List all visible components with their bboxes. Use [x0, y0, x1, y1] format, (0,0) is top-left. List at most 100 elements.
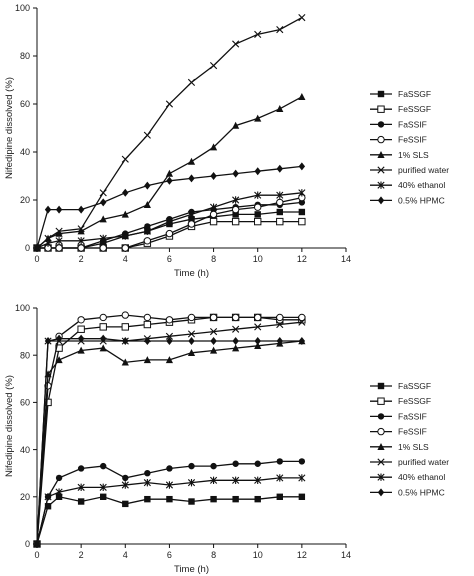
legend-marker — [377, 90, 385, 98]
x-tick-label: 12 — [297, 550, 307, 560]
chart-panel-2: 0 20 40 60 80 100 0 2 4 6 8 10 12 14 Time (h) Nifedipin… — [4, 303, 449, 575]
data-point — [187, 478, 196, 487]
legend-label: FaSSGF — [398, 381, 431, 391]
data-point — [143, 227, 151, 235]
legend-item: FaSSGF — [370, 381, 431, 391]
data-point — [209, 62, 218, 70]
legend-item: purified water — [370, 165, 449, 175]
data-point — [99, 244, 107, 252]
x-axis-title: Time (h) — [174, 268, 209, 279]
data-point — [232, 121, 240, 129]
legend-label: FeSSIF — [398, 135, 427, 145]
data-point — [166, 465, 173, 472]
y-tick-label: 0 — [25, 243, 30, 253]
series-line — [36, 314, 302, 545]
series-line — [36, 165, 302, 249]
data-point — [187, 349, 196, 357]
data-point — [254, 217, 262, 226]
legend-marker — [377, 397, 385, 405]
legend-marker — [377, 427, 385, 436]
legend-label: 1% SLS — [398, 150, 429, 160]
data-point — [122, 474, 129, 482]
series-0-5-hpmc — [33, 334, 306, 548]
data-point — [44, 337, 52, 346]
data-point — [187, 313, 196, 322]
data-point — [55, 229, 63, 237]
legend-marker — [377, 473, 385, 481]
series-fassgf — [33, 493, 306, 548]
data-point — [165, 229, 174, 238]
data-point — [232, 40, 240, 48]
x-tick-label: 6 — [167, 254, 172, 264]
series-fessif — [33, 311, 306, 548]
x-tick-label: 12 — [297, 254, 307, 264]
data-point — [209, 346, 218, 354]
legend-marker — [377, 458, 385, 466]
data-point — [276, 198, 284, 207]
legend-item: 0.5% HPMC — [370, 487, 445, 497]
data-point — [210, 495, 217, 503]
series-line — [36, 96, 303, 249]
y-axis-title: Nifedipine dissolved (%) — [4, 77, 15, 179]
data-point — [99, 234, 107, 243]
data-point — [188, 337, 195, 346]
data-point — [298, 189, 306, 197]
data-point — [298, 318, 306, 326]
data-point — [100, 198, 107, 207]
data-point — [77, 334, 85, 343]
legend-item: purified water — [370, 457, 449, 467]
x-tick-label: 4 — [123, 254, 128, 264]
data-point — [188, 462, 195, 470]
legend-label: FaSSIF — [398, 119, 427, 129]
legend-item: FaSSIF — [370, 119, 427, 129]
data-point — [232, 169, 239, 178]
data-point — [121, 358, 129, 366]
x-tick-label: 2 — [79, 254, 84, 264]
data-point — [232, 337, 239, 346]
data-point — [55, 488, 63, 496]
data-point — [77, 225, 85, 233]
data-point — [77, 237, 85, 245]
data-point — [254, 211, 261, 218]
legend-label: FeSSGF — [398, 396, 431, 406]
legend-item: 0.5% HPMC — [370, 195, 445, 205]
data-point — [77, 483, 85, 492]
data-point — [209, 217, 218, 226]
legend-marker — [377, 166, 385, 174]
data-point — [121, 311, 129, 319]
data-point — [121, 232, 129, 240]
legend-marker — [377, 443, 385, 450]
y-tick-label: 80 — [20, 51, 30, 61]
legend-label: FaSSIF — [398, 411, 427, 421]
data-point — [188, 216, 195, 223]
x-tick-label: 0 — [34, 254, 39, 264]
data-point — [77, 227, 85, 235]
data-point — [99, 344, 107, 352]
data-point — [44, 503, 52, 510]
y-tick-label: 40 — [20, 147, 30, 157]
data-point — [44, 493, 52, 501]
series-40-ethanol — [33, 189, 306, 252]
series-line — [36, 340, 302, 545]
data-point — [232, 211, 239, 218]
data-point — [276, 208, 283, 216]
legend-marker — [377, 488, 385, 497]
data-point — [33, 540, 41, 548]
data-point — [232, 495, 239, 503]
data-point — [121, 244, 129, 252]
y-tick-label: 20 — [20, 195, 30, 205]
data-point — [121, 323, 129, 331]
data-point — [144, 181, 151, 190]
y-tick-label: 100 — [15, 3, 30, 13]
legend-label: purified water — [398, 457, 449, 467]
data-point — [276, 320, 284, 329]
legend-marker — [377, 135, 385, 144]
data-point — [165, 100, 174, 108]
data-point — [232, 196, 240, 204]
data-point — [165, 217, 174, 226]
x-tick-label: 14 — [341, 550, 351, 560]
legend-item: FeSSGF — [370, 396, 431, 406]
data-point — [77, 498, 85, 505]
data-point — [143, 237, 152, 245]
series-line — [36, 496, 302, 545]
